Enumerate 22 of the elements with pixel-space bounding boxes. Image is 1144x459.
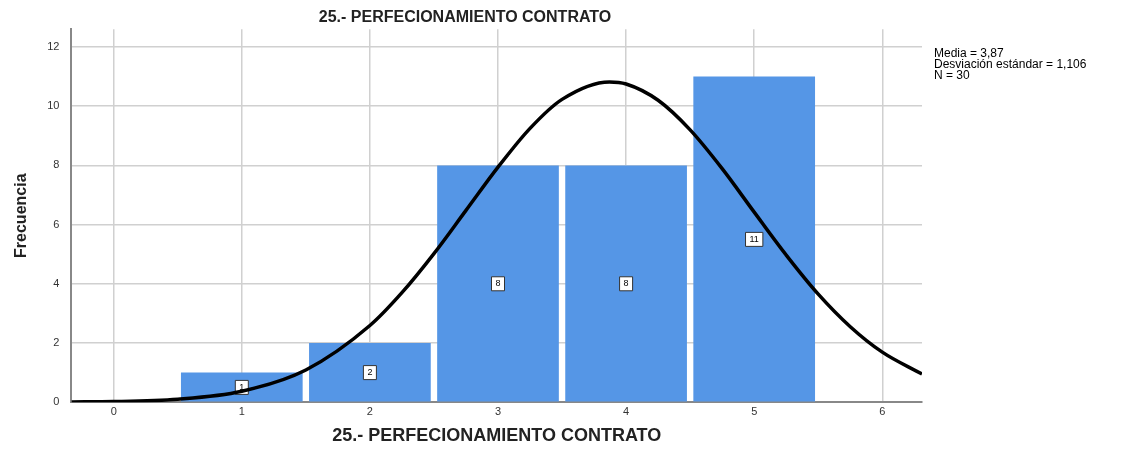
x-tick-label: 4: [623, 404, 630, 417]
x-tick-label: 0: [110, 404, 117, 417]
y-axis-title: Frecuencia: [12, 173, 30, 258]
data-label: 11: [749, 233, 759, 244]
y-tick-label: 10: [47, 99, 60, 112]
data-label: 8: [495, 278, 501, 289]
x-tick-label: 2: [366, 404, 373, 417]
text: N = 30: [934, 67, 971, 82]
y-tick-label: 8: [53, 158, 60, 171]
x-axis-title: 25.- PERFECIONAMIENTO CONTRATO: [332, 425, 662, 446]
data-label: 2: [367, 367, 373, 378]
data-label: 8: [623, 278, 629, 289]
x-tick-label: 3: [494, 404, 502, 417]
y-tick-label: 6: [53, 217, 60, 230]
y-tick-label: 12: [47, 39, 60, 52]
x-tick-label: 1: [238, 404, 245, 417]
chart-title: 25.- PERFECIONAMIENTO CONTRATO: [318, 8, 612, 26]
x-tick-label: 6: [879, 404, 886, 417]
y-tick-label: 0: [53, 395, 60, 408]
y-tick-label: 2: [53, 336, 60, 349]
y-tick-label: 4: [53, 276, 60, 289]
x-tick-label: 5: [751, 404, 758, 417]
